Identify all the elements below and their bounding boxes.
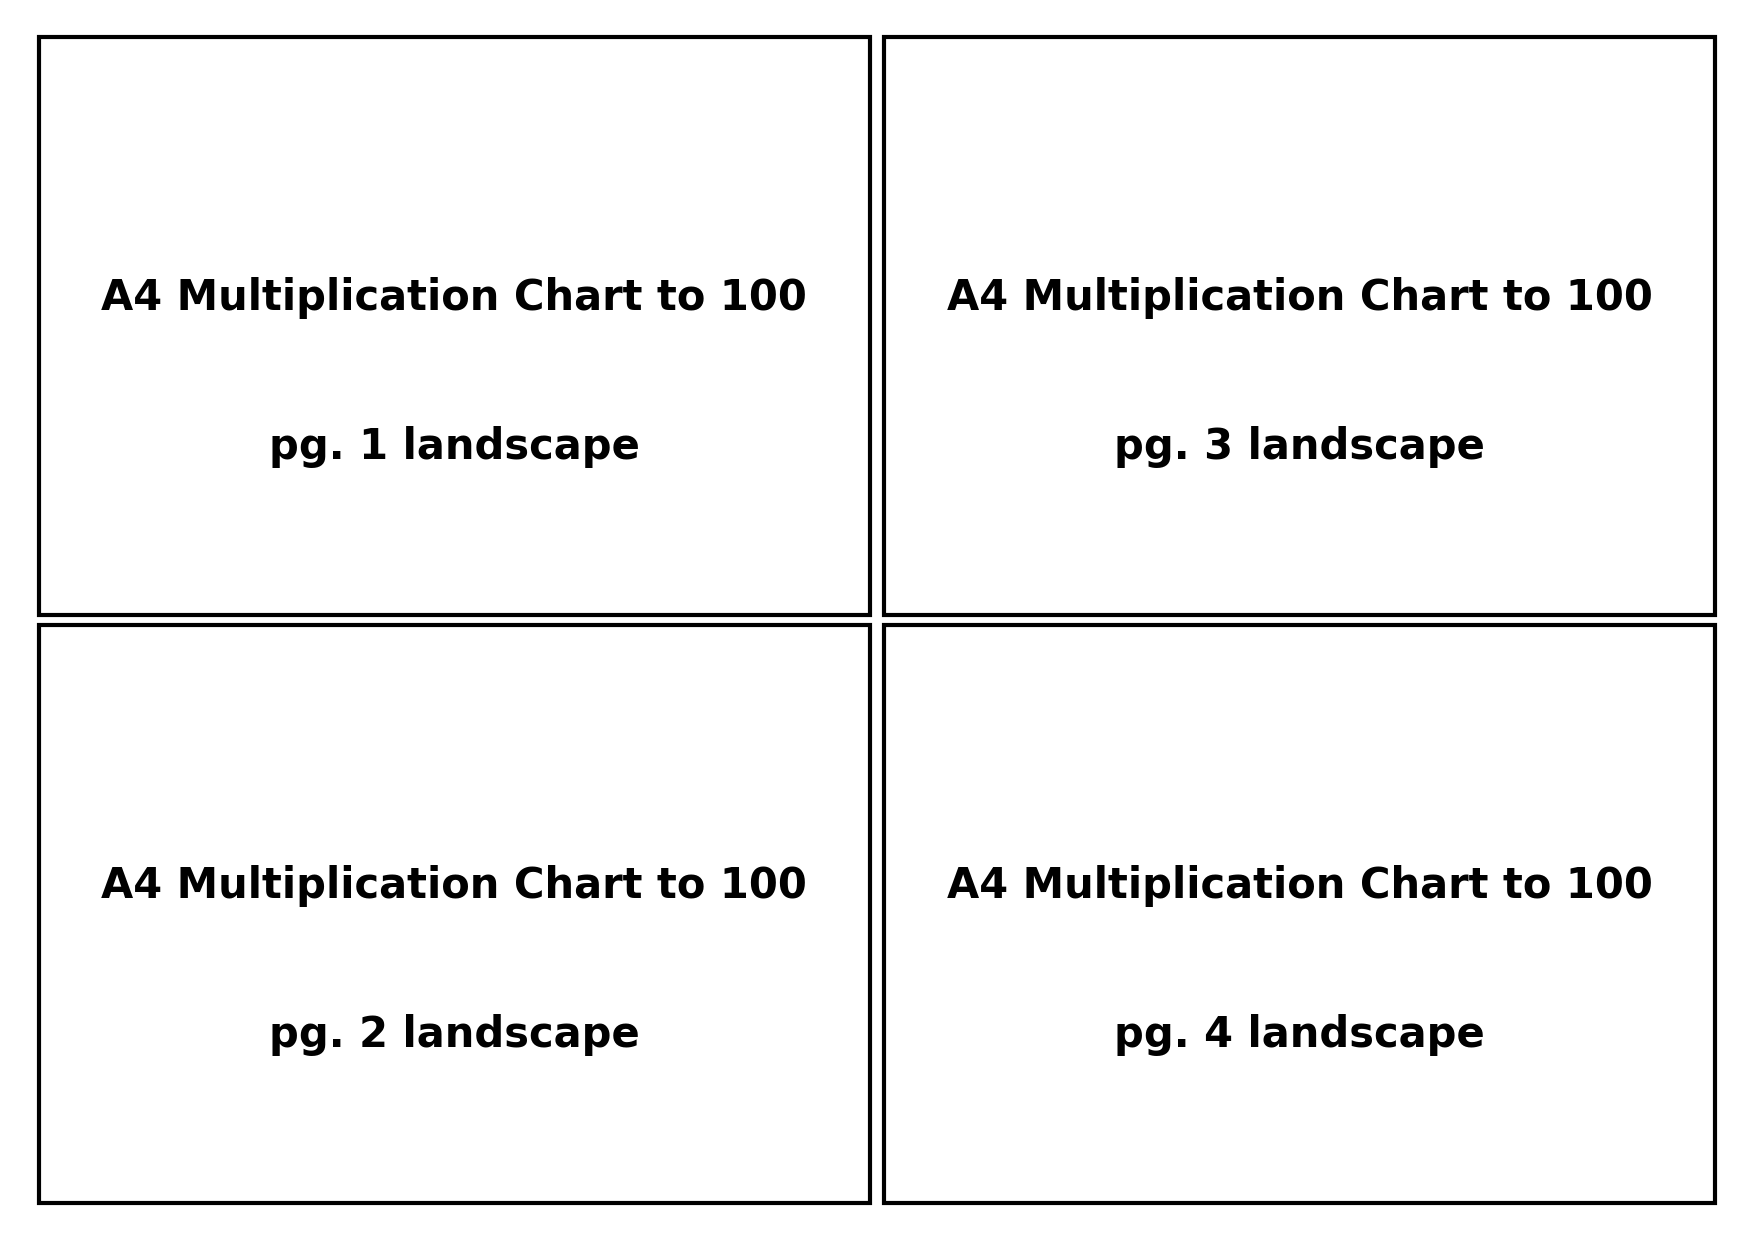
Text: pg. 2 landscape: pg. 2 landscape [268,1013,640,1055]
Text: pg. 3 landscape: pg. 3 landscape [1114,425,1486,467]
Text: pg. 1 landscape: pg. 1 landscape [268,425,640,467]
Text: A4 Multiplication Chart to 100: A4 Multiplication Chart to 100 [947,277,1652,319]
Text: A4 Multiplication Chart to 100: A4 Multiplication Chart to 100 [947,864,1652,906]
Text: A4 Multiplication Chart to 100: A4 Multiplication Chart to 100 [102,864,807,906]
Bar [39,625,870,1203]
Text: A4 Multiplication Chart to 100: A4 Multiplication Chart to 100 [102,277,807,319]
Text: pg. 4 landscape: pg. 4 landscape [1114,1013,1486,1055]
Bar [884,37,1715,615]
Bar [884,625,1715,1203]
Bar [39,37,870,615]
